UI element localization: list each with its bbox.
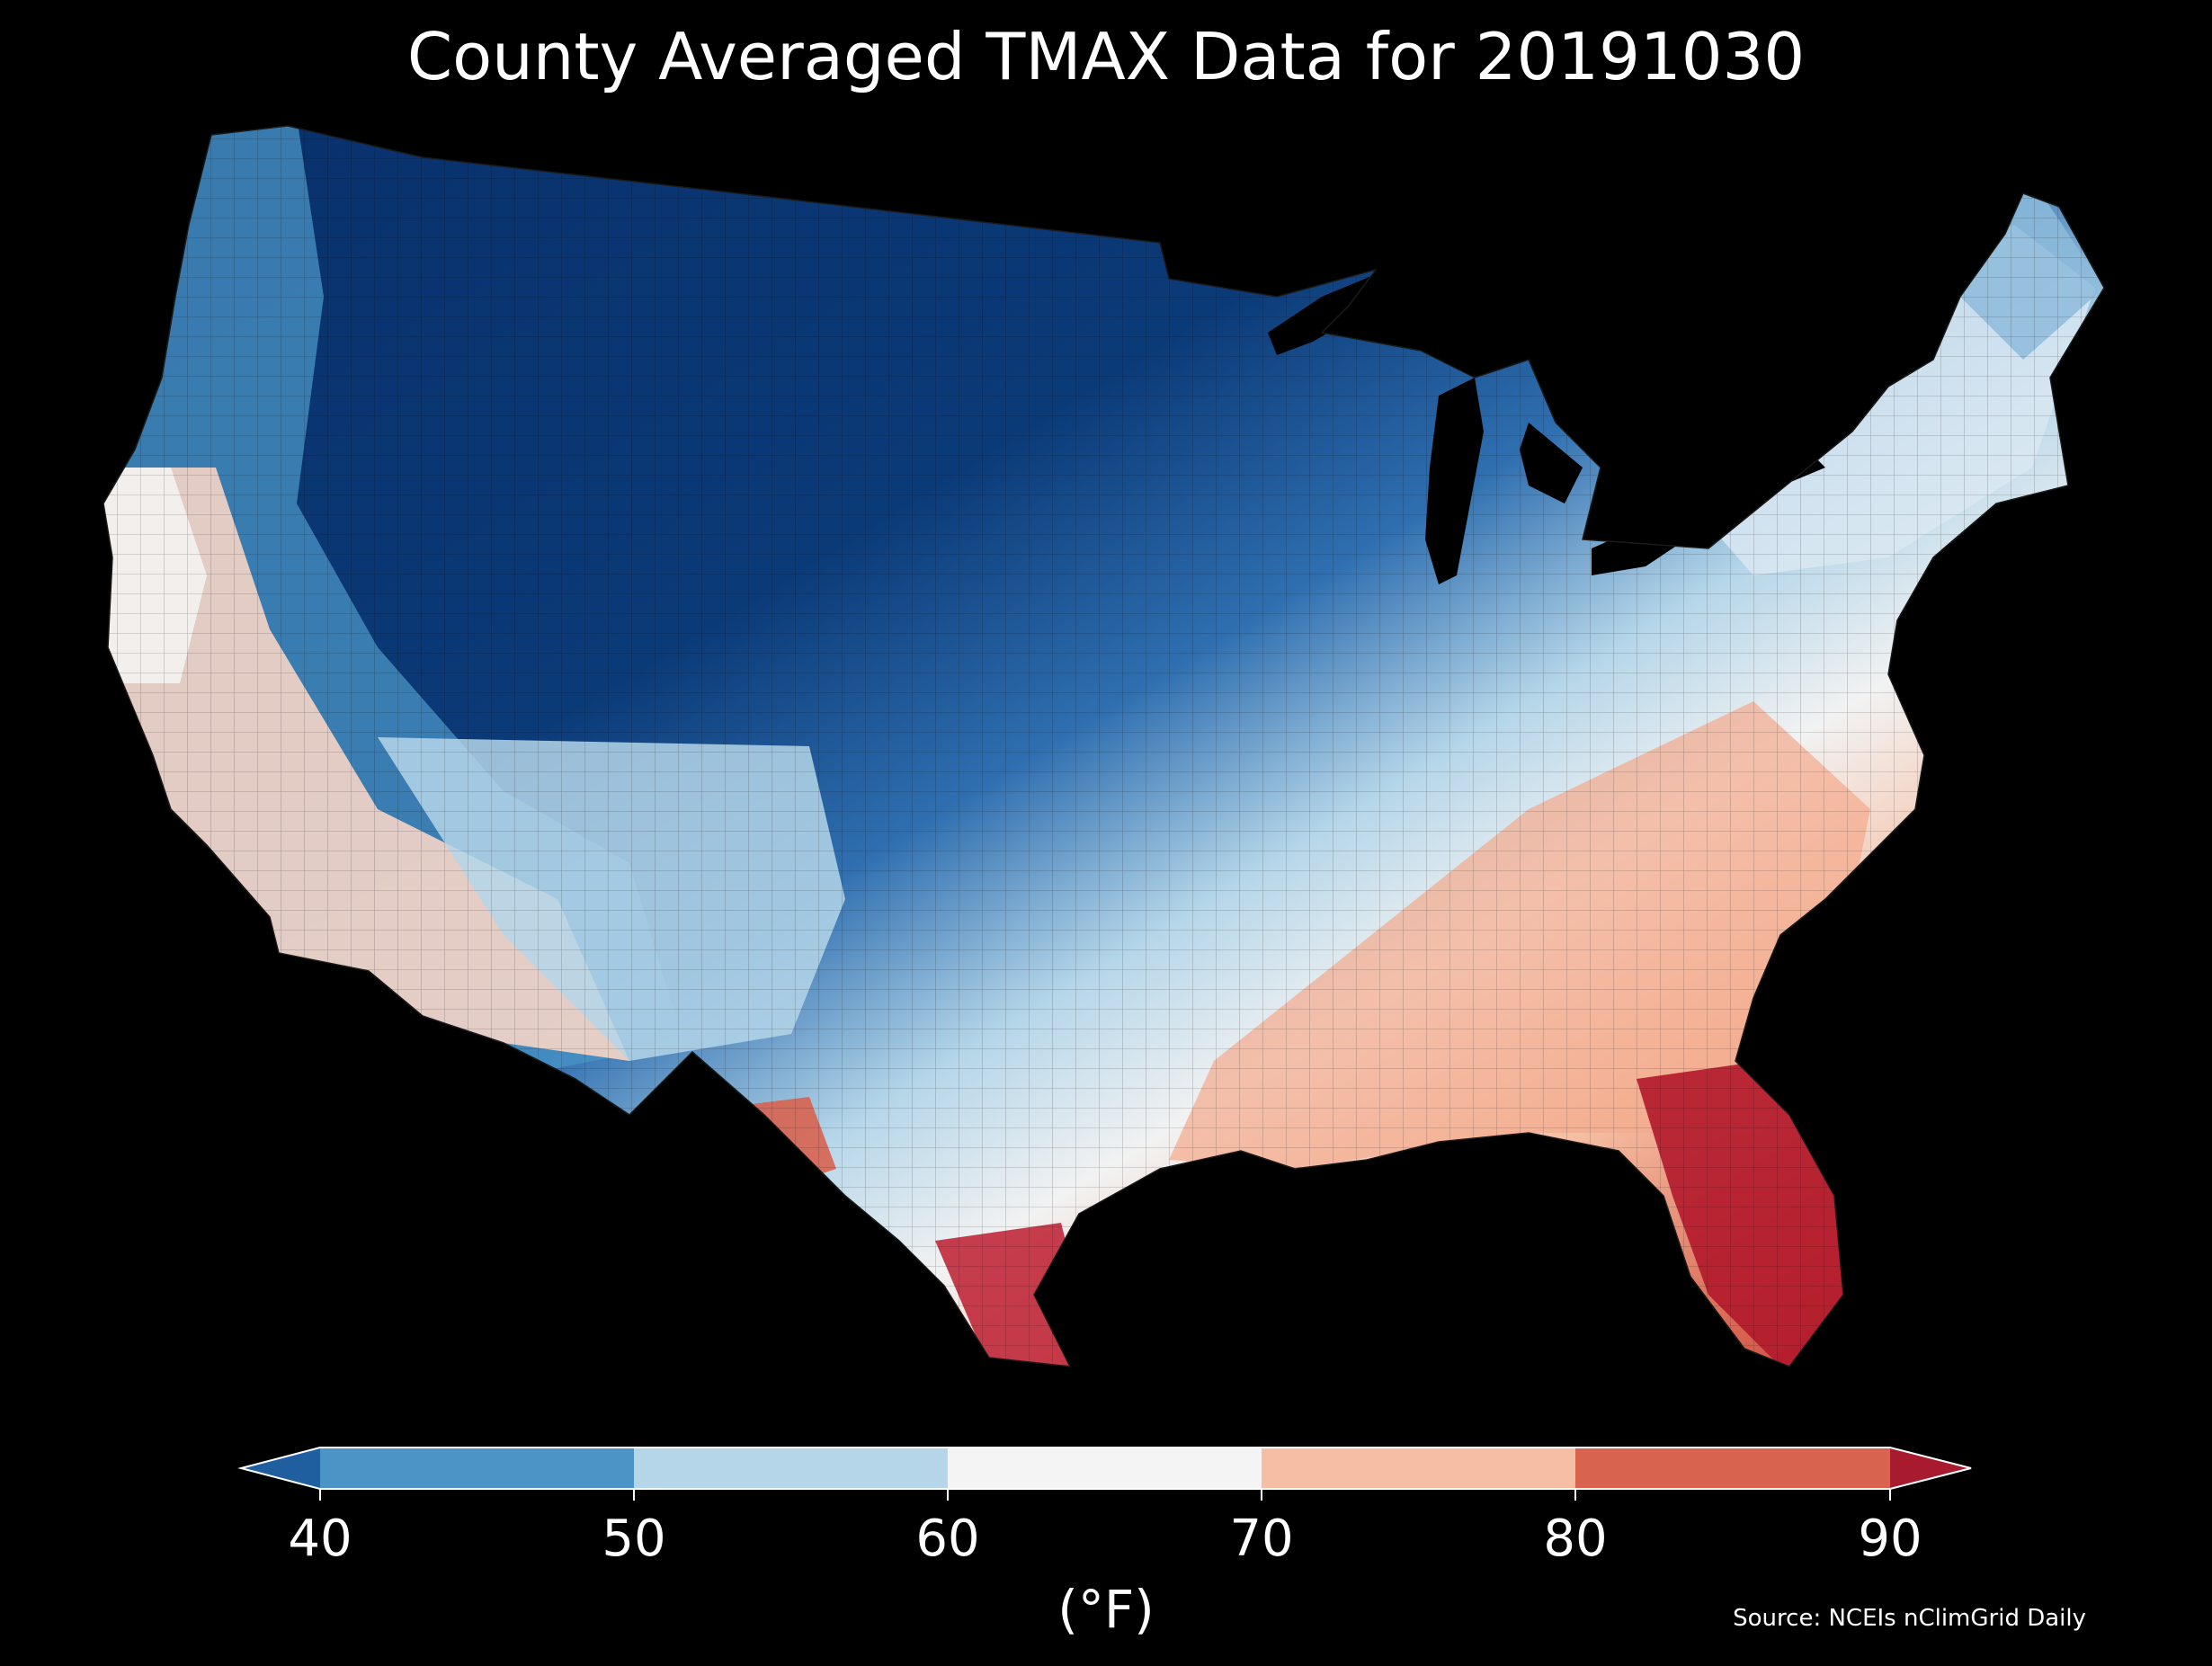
map-title: County Averaged TMAX Data for 20191030 [406, 19, 1806, 94]
colorbar-tick-label: 50 [602, 1510, 666, 1568]
colorbar [237, 1447, 1972, 1501]
colorbar-bin-70-80 [1262, 1448, 1575, 1489]
colorbar-bin-40-50 [320, 1448, 634, 1489]
colorbar-extend-low [241, 1448, 320, 1489]
colorbar-bin-50-60 [634, 1448, 948, 1489]
colorbar-bin-80-90 [1575, 1448, 1890, 1489]
colorbar-unit-label: (°F) [1057, 1579, 1155, 1640]
colorbar-tick-label: 70 [1229, 1510, 1294, 1568]
colorbar-tick-label: 60 [915, 1510, 980, 1568]
colorbar-tick-label: 40 [288, 1510, 352, 1568]
source-credit: Source: NCEIs nClimGrid Daily [1733, 1605, 2086, 1632]
colorbar-tick-label: 90 [1858, 1510, 1922, 1568]
us-map [103, 125, 2105, 1368]
colorbar-extend-high [1890, 1448, 1971, 1489]
colorbar-bin-60-70 [948, 1448, 1262, 1489]
colorbar-tick-label: 80 [1543, 1510, 1608, 1568]
